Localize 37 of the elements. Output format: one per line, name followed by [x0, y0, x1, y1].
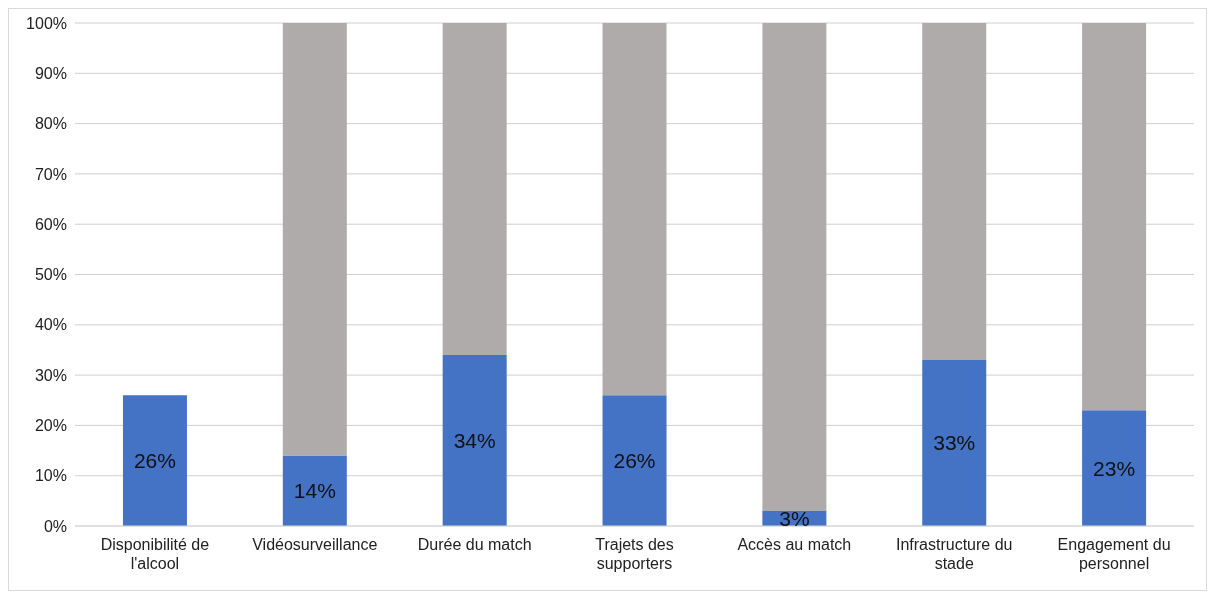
- data-label: 34%: [453, 428, 496, 452]
- bar: [442, 23, 507, 355]
- y-tick-label: 90%: [34, 64, 67, 82]
- y-tick-label: 50%: [34, 266, 67, 284]
- y-tick-label: 70%: [34, 165, 67, 183]
- y-tick-label: 100%: [26, 14, 67, 32]
- y-tick-label: 20%: [34, 417, 67, 435]
- data-label: 23%: [1093, 456, 1136, 480]
- bar: [922, 23, 987, 361]
- x-tick-label: Infrastructure du stade: [895, 536, 1013, 572]
- bar: [282, 455, 347, 526]
- y-tick-label: 60%: [34, 215, 67, 233]
- bar: [1082, 410, 1147, 526]
- x-tick-label: Durée du match: [417, 536, 532, 553]
- x-tick-label: Engagement du personnel: [1057, 536, 1171, 572]
- bar: [122, 395, 187, 526]
- y-tick-label: 80%: [34, 115, 67, 133]
- bar: [602, 395, 667, 526]
- bar: [762, 23, 827, 511]
- x-tick-label: Vidéosurveillance: [252, 536, 378, 553]
- x-tick-label: Accès au match: [737, 536, 852, 553]
- y-tick-label: 40%: [34, 316, 67, 334]
- y-tick-label: 10%: [34, 467, 67, 485]
- bar: [922, 360, 987, 526]
- bar: [1082, 23, 1147, 411]
- y-tick-label: 30%: [34, 366, 67, 384]
- bar: [282, 23, 347, 456]
- data-label: 14%: [293, 479, 336, 503]
- x-tick-label: Trajets des supporters: [595, 536, 674, 572]
- data-label: 26%: [133, 449, 176, 473]
- bar: [602, 23, 667, 396]
- y-tick-label: 0%: [43, 517, 67, 535]
- data-label: 33%: [933, 431, 976, 455]
- data-label: 26%: [613, 449, 656, 473]
- x-tick-label: Disponibilité de l'alcool: [100, 536, 210, 572]
- data-label: 3%: [779, 506, 810, 530]
- bar: [442, 354, 507, 526]
